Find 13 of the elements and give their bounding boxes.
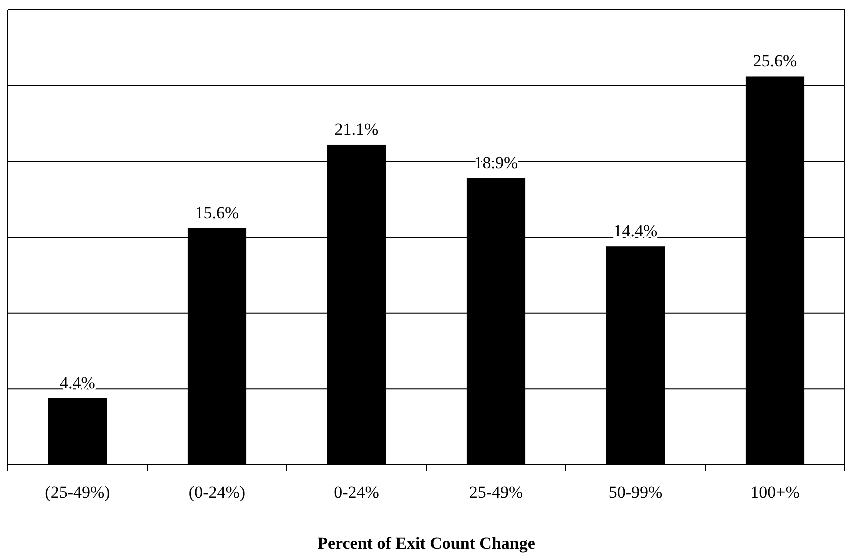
data-label: 14.4% — [614, 222, 658, 241]
data-label: 21.1% — [334, 120, 379, 139]
x-tick-label: 100+% — [750, 483, 800, 502]
x-tick-label: 25-49% — [469, 483, 524, 502]
x-tick-label: (0-24%) — [188, 483, 246, 502]
x-tick-label: 0-24% — [334, 483, 380, 502]
x-axis-title: Percent of Exit Count Change — [318, 534, 536, 553]
data-label: 25.6% — [753, 52, 798, 71]
data-label: 15.6% — [195, 203, 240, 222]
bar — [48, 398, 108, 465]
x-tick-label: 50-99% — [608, 483, 663, 502]
x-tick-label: (25-49%) — [45, 483, 110, 502]
data-label: 4.4% — [60, 373, 96, 392]
